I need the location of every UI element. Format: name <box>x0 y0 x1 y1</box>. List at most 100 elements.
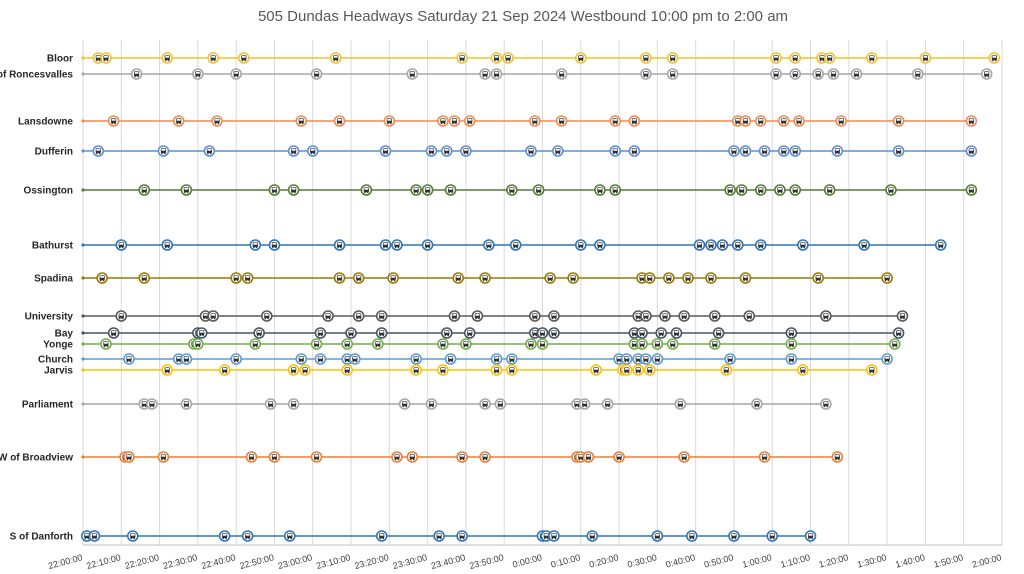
x-tick-label: 1:00:00 <box>741 552 773 569</box>
bus-icon <box>712 327 725 339</box>
bus-icon <box>479 68 491 80</box>
bus-icon <box>835 115 847 127</box>
bus-icon <box>310 451 323 463</box>
bus-icon <box>391 451 403 463</box>
bus-icon <box>609 115 622 127</box>
bus-icon <box>651 530 664 542</box>
bus-icon <box>249 239 262 251</box>
bus-icon <box>632 364 645 376</box>
bus-icon <box>567 272 579 284</box>
bus-icon <box>379 239 392 251</box>
bus-icon <box>383 115 396 127</box>
bus-icon <box>218 364 231 376</box>
x-tick-label: 22:30:00 <box>162 552 198 571</box>
bus-icon <box>651 338 664 350</box>
bus-icon <box>410 353 422 365</box>
bus-icon <box>582 451 595 463</box>
stop-label: W of Broadview <box>0 453 73 464</box>
gridlines <box>82 40 1003 546</box>
x-tick-label: 0:30:00 <box>626 552 658 569</box>
x-tick-label: 23:30:00 <box>392 552 428 571</box>
bus-icon <box>739 115 752 127</box>
bus-icon <box>192 338 204 350</box>
x-tick-label: 23:10:00 <box>315 552 351 571</box>
bus-icon <box>831 451 844 463</box>
bus-icon <box>785 327 798 339</box>
bus-icon <box>789 184 802 196</box>
bus-icon <box>885 184 897 196</box>
bus-icon <box>444 353 457 365</box>
bus-icon <box>421 184 434 196</box>
bus-icon <box>777 145 790 157</box>
bus-icon <box>525 338 537 350</box>
bus-icon <box>440 327 453 339</box>
bus-icon <box>682 272 694 284</box>
bus-icon <box>138 272 151 284</box>
x-tick-label: 1:10:00 <box>779 552 811 569</box>
bus-icon <box>758 451 771 463</box>
bus-icon <box>471 310 484 322</box>
bus-icon <box>238 52 250 64</box>
bus-icon <box>203 145 216 157</box>
bus-icon <box>919 52 932 64</box>
bus-icon <box>663 272 675 284</box>
series-row: W of Broadview <box>0 451 844 464</box>
bus-icon <box>463 115 476 127</box>
bus-icon <box>812 68 825 80</box>
bus-icon <box>180 184 193 196</box>
bus-icon <box>352 272 365 284</box>
bus-icon <box>609 184 622 196</box>
bus-icon <box>705 239 717 251</box>
bus-icon <box>310 338 323 350</box>
bus-icon <box>739 145 752 157</box>
bus-icon <box>452 272 465 284</box>
bus-icon <box>437 115 449 127</box>
chart-title: 505 Dundas Headways Saturday 21 Sep 2024… <box>258 8 788 25</box>
bus-icon <box>785 353 798 365</box>
bus-icon <box>643 364 656 376</box>
bus-icon <box>329 52 342 64</box>
bus-icon <box>785 338 798 350</box>
bus-icon <box>636 338 648 350</box>
bus-icon <box>655 327 668 339</box>
bus-icon <box>253 327 265 339</box>
bus-icon <box>506 184 518 196</box>
bus-icon <box>207 310 219 322</box>
bus-icon <box>479 272 491 284</box>
bus-icon <box>716 239 729 251</box>
bus-icon <box>578 398 591 410</box>
bus-icon <box>820 310 832 322</box>
bus-icon <box>774 184 786 196</box>
bus-icon <box>797 239 809 251</box>
x-tick-label: 0:10:00 <box>550 552 582 569</box>
bus-icon <box>295 115 308 127</box>
bus-icon <box>260 310 273 322</box>
bus-icon <box>754 239 767 251</box>
bus-icon <box>287 184 300 196</box>
bus-icon <box>777 115 790 127</box>
bus-icon <box>287 145 300 157</box>
bus-icon <box>793 115 805 127</box>
bus-icon <box>345 327 357 339</box>
bus-icon <box>850 68 863 80</box>
bus-icon <box>333 272 346 284</box>
bus-icon <box>724 184 736 196</box>
bus-icon <box>823 184 836 196</box>
bus-icon <box>620 364 633 376</box>
bus-icon <box>157 451 170 463</box>
bus-icon <box>161 52 174 64</box>
bus-icon <box>115 310 128 322</box>
bus-icon <box>532 184 545 196</box>
bus-icon <box>731 239 744 251</box>
bus-icon <box>444 184 457 196</box>
bus-icon <box>440 145 453 157</box>
bus-icon <box>636 327 648 339</box>
bus-icon <box>463 327 476 339</box>
bus-icon <box>536 338 549 350</box>
bus-icon <box>490 68 503 80</box>
bus-icon <box>640 52 652 64</box>
series-row: Dufferin <box>35 145 978 158</box>
bus-icon <box>728 145 740 157</box>
bus-icon <box>651 353 664 365</box>
bus-icon <box>965 115 978 127</box>
